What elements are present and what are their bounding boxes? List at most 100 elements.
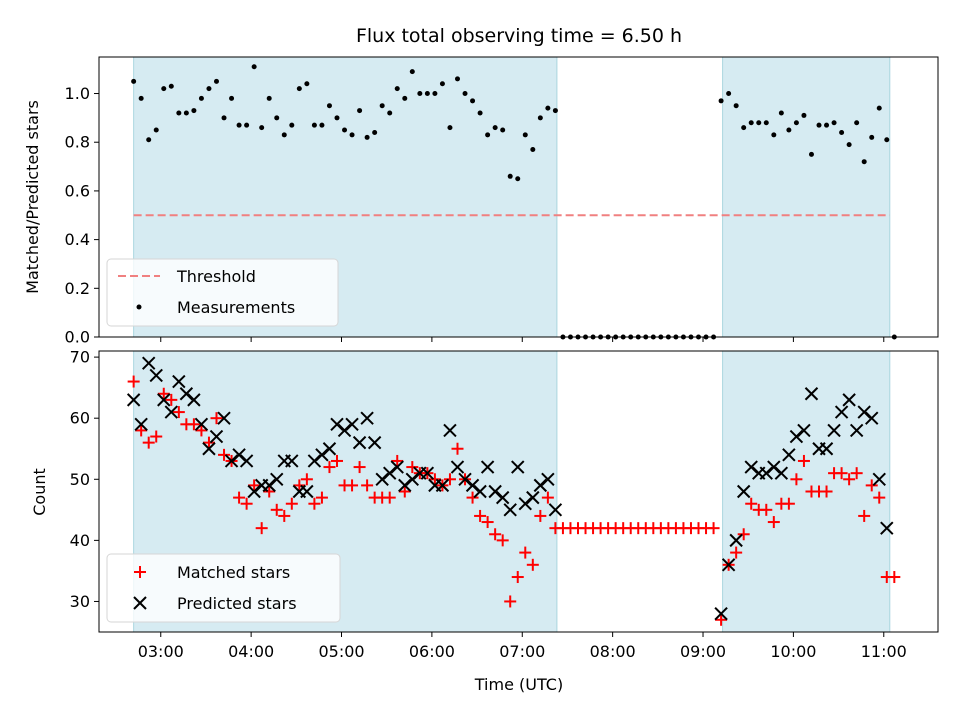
predicted-star-point xyxy=(315,448,329,462)
predicted-star-point xyxy=(247,484,261,499)
predicted-star-point xyxy=(541,472,555,486)
predicted-star-points xyxy=(126,356,894,621)
measurement-point xyxy=(839,129,845,135)
measurement-point xyxy=(432,91,438,97)
matched-star-point xyxy=(278,509,291,522)
measurement-point xyxy=(500,127,506,133)
matched-star-point xyxy=(195,424,208,437)
matched-star-point xyxy=(737,528,750,541)
legend-box xyxy=(106,553,341,623)
top-y-axis-label: Matched/Predicted stars xyxy=(23,100,42,294)
predicted-star-point xyxy=(443,423,457,438)
matched-star-point xyxy=(526,558,539,571)
measurement-point xyxy=(854,120,860,126)
predicted-star-point xyxy=(767,460,781,474)
bottom-panel: 30 40 50 60 70 03:00 04:00 05:00 06:00 07:00 08:0… xyxy=(30,348,939,694)
matched-star-point xyxy=(187,418,200,431)
predicted-star-point xyxy=(797,423,811,438)
top-panel: Flux total observing time = 6.50 h 0.0 0.… xyxy=(23,25,939,347)
measurement-point xyxy=(470,98,476,104)
x-tick-label: 11:00 xyxy=(861,642,907,661)
chart-title: Flux total observing time = 6.50 h xyxy=(356,25,682,47)
predicted-star-point xyxy=(759,466,773,480)
predicted-star-point xyxy=(172,374,186,389)
matched-star-point xyxy=(270,503,283,516)
x-tick-label: 06:00 xyxy=(409,642,455,661)
y-tick-label: 0.4 xyxy=(65,230,90,249)
y-tick-label: 0.2 xyxy=(65,279,90,298)
matched-star-point xyxy=(165,393,178,406)
measurement-point xyxy=(726,91,732,97)
measurement-point xyxy=(274,115,280,121)
matched-star-point xyxy=(865,479,878,492)
measurement-point xyxy=(221,115,227,121)
measurement-point xyxy=(439,81,445,87)
matched-star-point xyxy=(172,406,185,419)
measurement-point xyxy=(206,86,212,92)
legend-box xyxy=(106,258,339,327)
predicted-star-point xyxy=(458,472,472,486)
measurement-point xyxy=(424,91,430,97)
predicted-star-point xyxy=(450,460,465,474)
measurement-point xyxy=(289,122,295,128)
matched-star-point xyxy=(330,454,343,467)
predicted-star-point xyxy=(488,484,502,499)
measurement-point xyxy=(379,103,385,109)
matched-star-point xyxy=(233,491,246,504)
measurement-point xyxy=(402,95,408,101)
measurement-point xyxy=(311,122,317,128)
measurement-point xyxy=(161,86,167,92)
legend-matched-swatch xyxy=(134,566,146,578)
matched-star-point xyxy=(300,473,313,486)
measurement-point xyxy=(349,132,355,138)
predicted-star-point xyxy=(721,558,736,572)
measurement-point xyxy=(876,105,882,111)
matched-star-point xyxy=(835,467,848,480)
predicted-star-point xyxy=(729,533,743,548)
x-tick-label: 04:00 xyxy=(228,642,274,661)
top-plot-frame xyxy=(98,56,939,338)
matched-star-point xyxy=(873,491,886,504)
measurement-point xyxy=(831,120,837,126)
measurement-point xyxy=(326,103,332,109)
measurement-point xyxy=(334,115,340,121)
predicted-star-point xyxy=(194,417,209,432)
measurement-point xyxy=(884,137,890,143)
measurement-point xyxy=(492,125,498,131)
measurement-point xyxy=(477,110,483,116)
measurement-point xyxy=(824,122,830,128)
y-tick-label: 50 xyxy=(70,470,90,489)
measurement-point xyxy=(183,110,189,116)
bottom-x-ticks: 03:00 04:00 05:00 06:00 07:00 08:00 09:00 10:00… xyxy=(138,632,907,661)
predicted-star-point xyxy=(435,478,450,493)
x-tick-label: 08:00 xyxy=(590,642,636,661)
predicted-star-point xyxy=(142,356,156,370)
matched-star-point xyxy=(150,430,163,443)
predicted-star-point xyxy=(285,454,299,468)
predicted-star-point xyxy=(187,393,201,407)
matched-star-point xyxy=(406,461,419,474)
legend-matched-label: Matched stars xyxy=(177,563,290,582)
measurement-point xyxy=(869,134,875,140)
y-tick-label: 0.6 xyxy=(65,181,90,200)
measurement-point xyxy=(259,125,265,131)
measurement-point xyxy=(138,95,144,101)
predicted-star-point xyxy=(375,472,389,486)
matched-star-point xyxy=(346,479,359,492)
measurement-point xyxy=(394,86,400,92)
predicted-star-point xyxy=(209,429,224,444)
measurement-point xyxy=(861,159,867,165)
matched-star-point xyxy=(850,467,863,480)
matched-star-point xyxy=(202,436,215,449)
matched-star-point xyxy=(391,454,404,467)
predicted-star-point xyxy=(383,466,397,480)
predicted-star-point xyxy=(398,478,412,493)
top-y-ticks: 0.0 0.2 0.4 0.6 0.8 1.0 xyxy=(65,84,99,347)
shaded-interval xyxy=(722,57,890,337)
y-tick-label: 0.0 xyxy=(65,328,90,347)
measurement-point xyxy=(153,127,159,133)
x-tick-label: 09:00 xyxy=(680,642,726,661)
matched-star-point xyxy=(504,595,517,608)
matched-star-point xyxy=(541,491,554,504)
predicted-star-point xyxy=(330,417,344,432)
